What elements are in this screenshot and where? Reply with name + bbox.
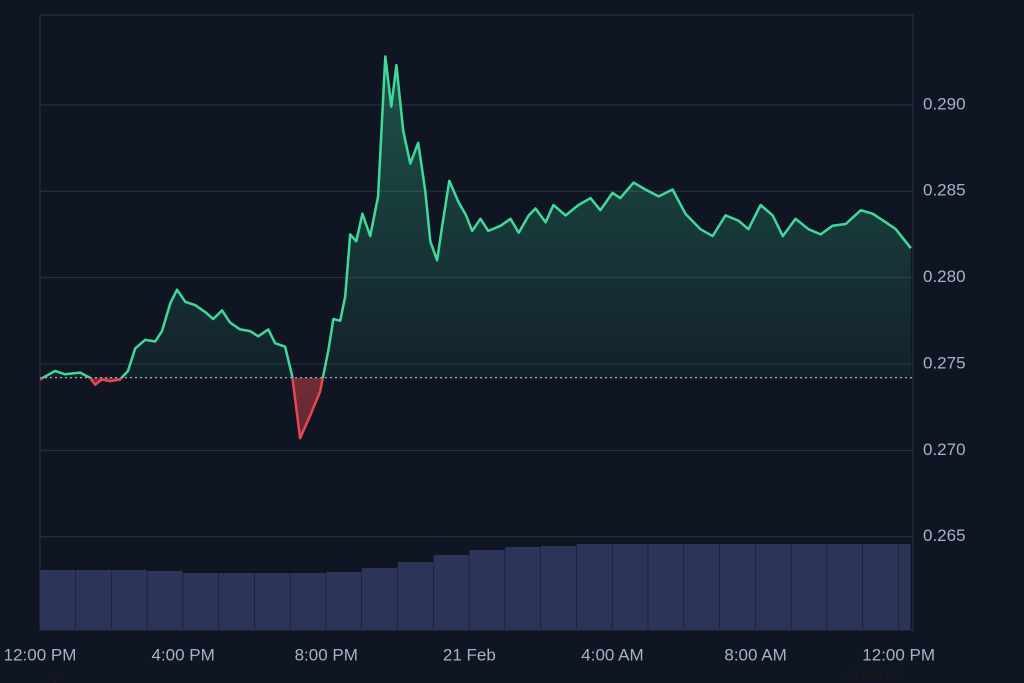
- volume-bar: [719, 544, 756, 630]
- y-tick-label: 0.280: [923, 267, 966, 286]
- x-tick-label: 12:00 PM: [4, 645, 77, 664]
- volume-bar: [326, 572, 362, 630]
- y-tick-label: 0.270: [923, 440, 966, 459]
- x-tick-label: 8:00 AM: [724, 645, 786, 664]
- volume-bar: [290, 573, 326, 630]
- price-area: [40, 56, 911, 439]
- volume-bar: [40, 570, 76, 630]
- volume-bar: [218, 573, 255, 630]
- x-tick-label: 12:00 PM: [862, 645, 935, 664]
- volume-bar: [397, 562, 434, 630]
- x-tick-label: 4:00 PM: [151, 645, 214, 664]
- volume-bar: [791, 544, 827, 630]
- x-tick-label: 4:00 AM: [581, 645, 643, 664]
- volume-bar: [827, 544, 863, 630]
- volume-bar: [540, 546, 577, 630]
- volume-bar: [147, 571, 183, 630]
- volume-bar: [183, 573, 219, 630]
- volume-bar: [898, 544, 911, 630]
- volume-bar: [505, 547, 541, 630]
- x-tick-label: 8:00 PM: [295, 645, 358, 664]
- y-tick-label: 0.290: [923, 94, 966, 113]
- y-tick-label: 0.285: [923, 181, 966, 200]
- volume-bar: [254, 573, 290, 630]
- volume-bar: [684, 544, 720, 630]
- volume-bar: [433, 555, 469, 630]
- volume-bar: [648, 544, 684, 630]
- x-tick-label: 21 Feb: [443, 645, 496, 664]
- volume-bar: [862, 544, 899, 630]
- volume-bar: [111, 570, 147, 630]
- volume-bar: [612, 544, 648, 630]
- volume-bar: [576, 544, 612, 630]
- footer-left: 27: [44, 671, 61, 683]
- y-tick-label: 0.265: [923, 526, 966, 545]
- volume-bar: [362, 568, 398, 630]
- volume-bar: [469, 550, 505, 630]
- price-line: [39, 55, 912, 440]
- volume-bar: [75, 570, 112, 630]
- volume-bar: [755, 544, 791, 630]
- y-tick-label: 0.275: [923, 353, 966, 372]
- footer-right[interactable]: Analyze: [845, 665, 902, 682]
